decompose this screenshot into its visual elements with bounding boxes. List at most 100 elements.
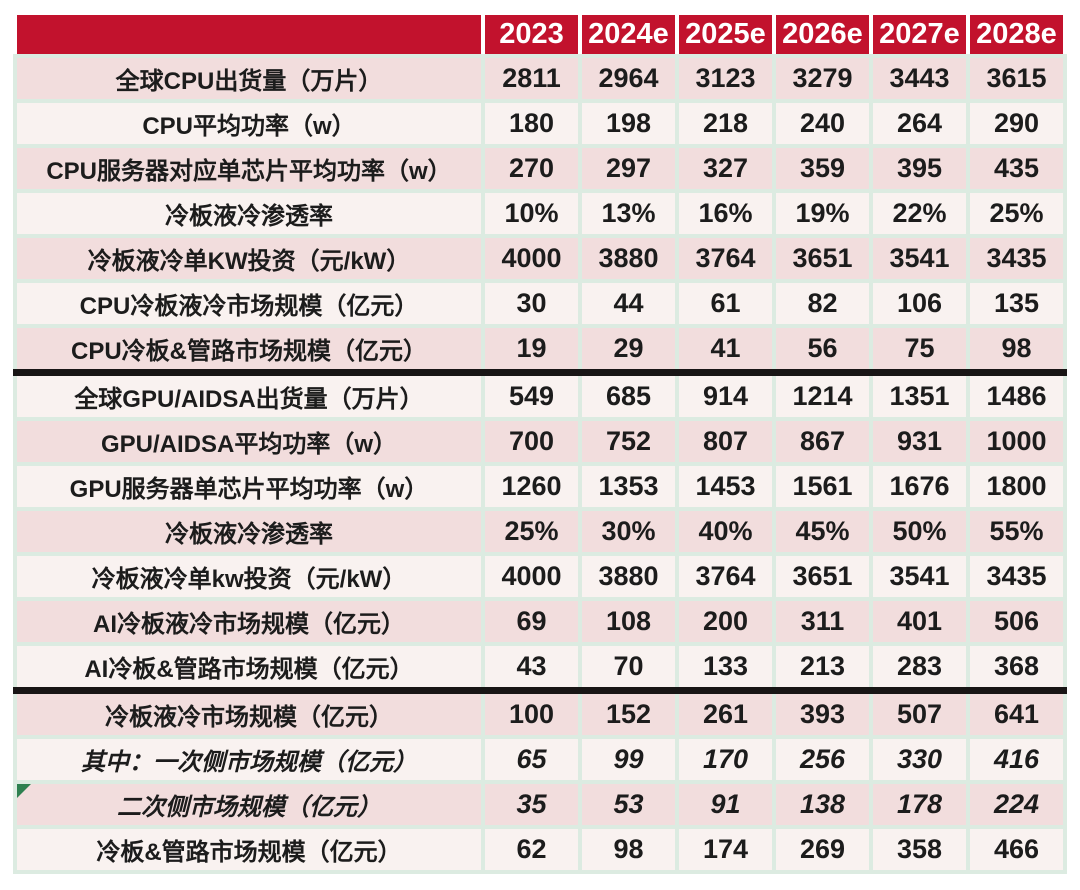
table-row: CPU平均功率（w） 180 198 218 240 264 290: [13, 99, 1067, 148]
comment-flag-icon: [17, 784, 31, 798]
value-cell: 44: [578, 279, 679, 328]
value-cell: 914: [675, 370, 776, 421]
value-cell: 466: [966, 825, 1067, 874]
value-cell: 35: [481, 780, 582, 829]
value-cell: 75: [869, 324, 970, 376]
row-label-text: 冷板液冷单KW投资（元/kW）: [87, 248, 411, 275]
value-cell: 62: [481, 825, 582, 874]
value-cell: 65: [481, 735, 582, 784]
value-cell: 700: [481, 417, 582, 466]
row-label-text: GPU/AIDSA平均功率（w）: [100, 431, 397, 458]
year-header: 2026e: [772, 11, 873, 58]
table-row: CPU冷板&管路市场规模（亿元） 19 29 41 56 75 98: [13, 324, 1067, 376]
row-label: CPU平均功率（w）: [13, 99, 485, 148]
value-cell: 3541: [869, 234, 970, 283]
value-cell: 3764: [675, 552, 776, 601]
value-cell: 283: [869, 642, 970, 694]
value-cell: 53: [578, 780, 679, 829]
value-cell: 178: [869, 780, 970, 829]
value-cell: 435: [966, 144, 1067, 193]
value-cell: 82: [772, 279, 873, 328]
table-row: CPU服务器对应单芯片平均功率（w） 270 297 327 359 395 435: [13, 144, 1067, 193]
value-cell: 16%: [675, 189, 776, 238]
value-cell: 98: [578, 825, 679, 874]
value-cell: 359: [772, 144, 873, 193]
value-cell: 507: [869, 688, 970, 739]
value-cell: 297: [578, 144, 679, 193]
value-cell: 3651: [772, 552, 873, 601]
row-label: 冷板&管路市场规模（亿元）: [13, 825, 485, 874]
row-label-text: CPU冷板液冷市场规模（亿元）: [79, 293, 419, 320]
value-cell: 1453: [675, 462, 776, 511]
value-cell: 1486: [966, 370, 1067, 421]
value-cell: 25%: [481, 507, 582, 556]
value-cell: 10%: [481, 189, 582, 238]
value-cell: 43: [481, 642, 582, 694]
row-label-text: 冷板&管路市场规模（亿元）: [96, 839, 402, 866]
row-label-text: 冷板液冷市场规模（亿元）: [105, 704, 393, 731]
value-cell: 40%: [675, 507, 776, 556]
value-cell: 416: [966, 735, 1067, 784]
table-body: 全球CPU出货量（万片） 2811 2964 3123 3279 3443 3615 CPU平…: [13, 54, 1067, 874]
table-row: GPU/AIDSA平均功率（w） 700 752 807 867 931 1000: [13, 417, 1067, 466]
value-cell: 395: [869, 144, 970, 193]
value-cell: 30%: [578, 507, 679, 556]
value-cell: 213: [772, 642, 873, 694]
value-cell: 170: [675, 735, 776, 784]
value-cell: 867: [772, 417, 873, 466]
value-cell: 2811: [481, 54, 582, 103]
row-label: CPU冷板液冷市场规模（亿元）: [13, 279, 485, 328]
table-row: AI冷板&管路市场规模（亿元） 43 70 133 213 283 368: [13, 642, 1067, 694]
value-cell: 50%: [869, 507, 970, 556]
value-cell: 3123: [675, 54, 776, 103]
row-label: 冷板液冷渗透率: [13, 189, 485, 238]
table-row: 冷板液冷单kw投资（元/kW） 4000 3880 3764 3651 3541 3435: [13, 552, 1067, 601]
value-cell: 41: [675, 324, 776, 376]
table-row: AI冷板液冷市场规模（亿元） 69 108 200 311 401 506: [13, 597, 1067, 646]
value-cell: 133: [675, 642, 776, 694]
row-label-text: GPU服务器单芯片平均功率（w）: [69, 476, 429, 503]
value-cell: 152: [578, 688, 679, 739]
value-cell: 506: [966, 597, 1067, 646]
value-cell: 100: [481, 688, 582, 739]
value-cell: 685: [578, 370, 679, 421]
value-cell: 264: [869, 99, 970, 148]
value-cell: 752: [578, 417, 679, 466]
value-cell: 3541: [869, 552, 970, 601]
table-row: 全球CPU出货量（万片） 2811 2964 3123 3279 3443 3615: [13, 54, 1067, 103]
value-cell: 3880: [578, 552, 679, 601]
table-row: CPU冷板液冷市场规模（亿元） 30 44 61 82 106 135: [13, 279, 1067, 328]
value-cell: 549: [481, 370, 582, 421]
year-header: 2028e: [966, 11, 1067, 58]
value-cell: 135: [966, 279, 1067, 328]
value-cell: 3279: [772, 54, 873, 103]
value-cell: 180: [481, 99, 582, 148]
table-row: 其中：一次侧市场规模（亿元） 65 99 170 256 330 416: [13, 735, 1067, 784]
row-label: 二次侧市场规模（亿元）: [13, 780, 485, 829]
row-label: CPU冷板&管路市场规模（亿元）: [13, 324, 485, 376]
row-label-text: AI冷板&管路市场规模（亿元）: [84, 656, 414, 683]
table-row: 冷板液冷渗透率 25% 30% 40% 45% 50% 55%: [13, 507, 1067, 556]
value-cell: 269: [772, 825, 873, 874]
value-cell: 4000: [481, 234, 582, 283]
row-label-text: 冷板液冷单kw投资（元/kW）: [91, 566, 407, 593]
table-row: 二次侧市场规模（亿元） 35 53 91 138 178 224: [13, 780, 1067, 829]
year-header: 2025e: [675, 11, 776, 58]
value-cell: 358: [869, 825, 970, 874]
value-cell: 1000: [966, 417, 1067, 466]
row-label-text: 二次侧市场规模（亿元）: [117, 794, 381, 821]
row-label: GPU服务器单芯片平均功率（w）: [13, 462, 485, 511]
value-cell: 25%: [966, 189, 1067, 238]
row-label: 冷板液冷单KW投资（元/kW）: [13, 234, 485, 283]
row-label-text: 其中：一次侧市场规模（亿元）: [81, 749, 417, 776]
value-cell: 807: [675, 417, 776, 466]
table-row: 冷板&管路市场规模（亿元） 62 98 174 269 358 466: [13, 825, 1067, 874]
value-cell: 224: [966, 780, 1067, 829]
table-row: 全球GPU/AIDSA出货量（万片） 549 685 914 1214 1351 1486: [13, 370, 1067, 421]
table-row: 冷板液冷市场规模（亿元） 100 152 261 393 507 641: [13, 688, 1067, 739]
value-cell: 200: [675, 597, 776, 646]
row-label-text: 冷板液冷渗透率: [165, 203, 333, 230]
row-label: 其中：一次侧市场规模（亿元）: [13, 735, 485, 784]
year-header: 2024e: [578, 11, 679, 58]
